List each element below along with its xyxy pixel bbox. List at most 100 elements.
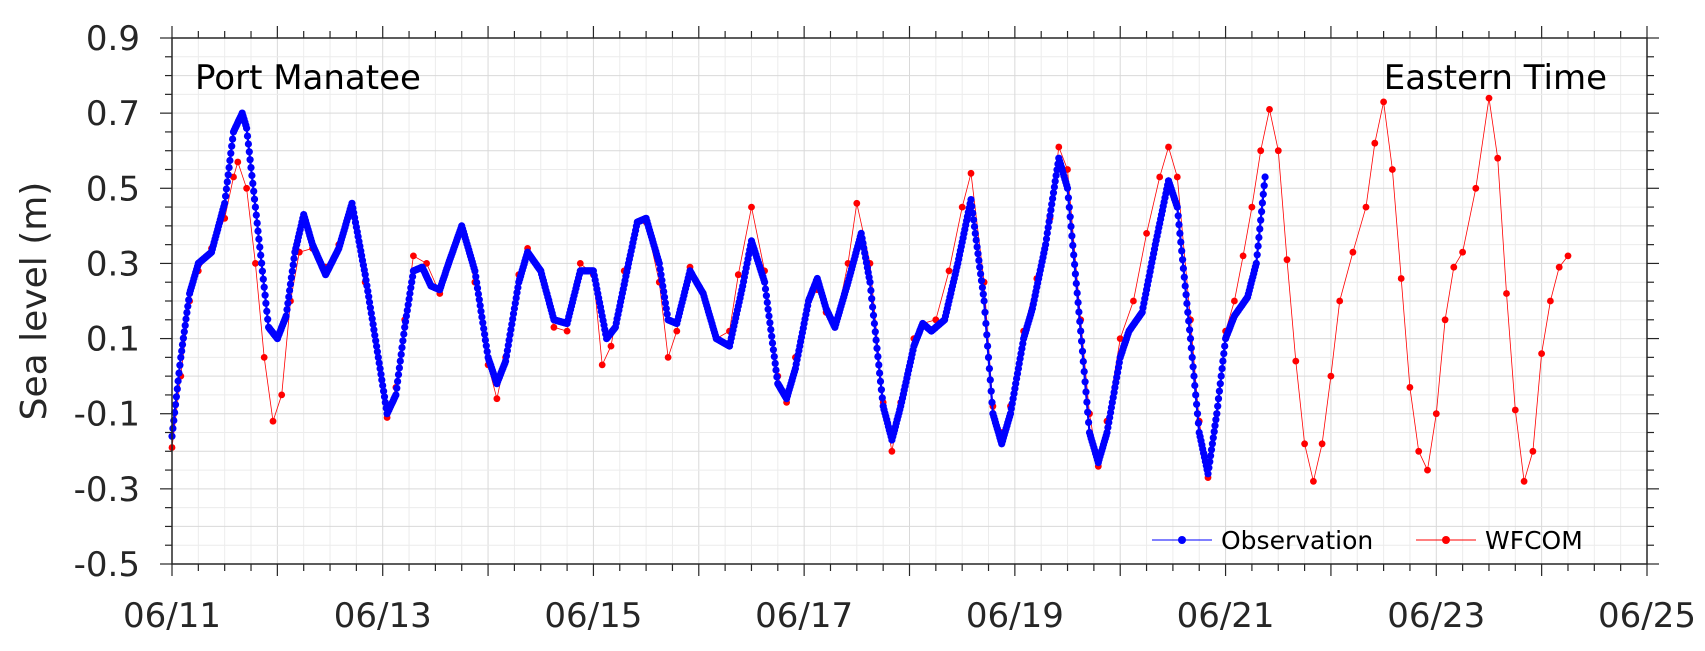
- wfcom-point: [598, 361, 606, 369]
- wfcom-point: [1485, 94, 1493, 102]
- wfcom-point: [1503, 290, 1510, 297]
- wfcom-point: [563, 327, 571, 335]
- observation-point: [399, 337, 407, 345]
- observation-point: [1215, 387, 1223, 395]
- observation-point: [1214, 395, 1223, 403]
- observation-point: [361, 271, 369, 279]
- observation-point: [178, 341, 187, 349]
- observation-point: [766, 319, 774, 327]
- observation-point: [290, 254, 298, 263]
- wfcom-point: [1406, 384, 1414, 391]
- observation-point: [477, 307, 485, 315]
- observation-point: [1252, 259, 1260, 267]
- observation-point: [254, 227, 262, 235]
- observation-point: [1075, 308, 1083, 316]
- wfcom-point: [1380, 98, 1387, 106]
- observation-point: [364, 287, 372, 295]
- x-tick-label: 06/23: [1387, 596, 1485, 636]
- observation-point: [1045, 218, 1053, 226]
- observation-point: [765, 312, 773, 320]
- wfcom-point: [1239, 252, 1247, 260]
- observation-point: [1181, 282, 1189, 290]
- observation-point: [474, 290, 482, 298]
- observation-point: [985, 365, 994, 373]
- observation-point: [658, 276, 666, 284]
- observation-point: [511, 299, 519, 307]
- observation-point: [970, 223, 979, 231]
- observation-point: [772, 366, 780, 374]
- observation-point: [395, 364, 403, 372]
- wfcom-point: [748, 203, 755, 211]
- observation-point: [1082, 388, 1090, 396]
- observation-point: [176, 361, 184, 369]
- x-tick-label: 06/25: [1598, 596, 1696, 636]
- observation-point: [877, 386, 886, 394]
- y-tick-label: -0.5: [74, 545, 140, 585]
- observation-point: [248, 171, 256, 180]
- observation-point: [1068, 232, 1076, 240]
- x-tick-label: 06/11: [123, 596, 221, 636]
- wfcom-point: [1397, 275, 1405, 282]
- observation-point: [1175, 221, 1183, 229]
- observation-point: [370, 326, 378, 334]
- observation-point: [978, 283, 987, 292]
- observation-point: [1193, 400, 1201, 408]
- observation-point: [984, 342, 992, 350]
- observation-point: [262, 299, 270, 307]
- observation-point: [656, 265, 664, 273]
- observation-point: [367, 309, 375, 317]
- observation-point: [288, 267, 296, 275]
- observation-point: [1187, 344, 1195, 352]
- observation-point: [1207, 452, 1215, 460]
- observation-point: [373, 348, 381, 356]
- observation-point: [770, 353, 778, 361]
- observation-point: [223, 178, 231, 186]
- observation-point: [249, 179, 257, 187]
- observation-point: [396, 357, 404, 365]
- series-layer: [168, 94, 1572, 485]
- observation-point: [502, 352, 511, 360]
- observation-point: [1258, 199, 1266, 207]
- wfcom-point: [1459, 248, 1466, 256]
- observation-point: [1185, 317, 1193, 325]
- observation-point: [258, 267, 266, 275]
- observation-point: [1078, 337, 1086, 345]
- wfcom-point: [1283, 256, 1291, 264]
- observation-point: [1081, 378, 1089, 386]
- observation-point: [871, 328, 879, 336]
- observation-point: [174, 377, 182, 385]
- observation-point: [286, 280, 295, 288]
- wfcom-point: [1362, 203, 1370, 211]
- observation-point: [250, 195, 259, 203]
- observation-point: [659, 282, 667, 290]
- observation-point: [408, 278, 416, 286]
- observation-point: [1084, 408, 1092, 416]
- observation-point: [1210, 428, 1218, 436]
- tick-labels: 06/11 06/13 06/15 06/17 06/19 06/21 06/23 06/25…: [74, 19, 1696, 636]
- legend: Observation WFCOM: [1152, 526, 1583, 555]
- observation-point: [1207, 446, 1216, 454]
- wfcom-point: [269, 417, 277, 425]
- observation-point: [243, 124, 251, 132]
- observation-point: [246, 156, 254, 164]
- observation-point: [376, 365, 384, 373]
- wfcom-point: [1349, 248, 1357, 256]
- wfcom-point: [967, 169, 975, 177]
- observation-point: [244, 140, 252, 148]
- wfcom-point: [1564, 252, 1572, 260]
- observation-point: [178, 347, 186, 355]
- wfcom-point: [260, 354, 268, 361]
- observation-point: [482, 342, 490, 350]
- observation-point: [662, 304, 670, 313]
- observation-point: [253, 219, 261, 227]
- observation-point: [969, 209, 977, 217]
- observation-point: [1257, 216, 1265, 224]
- observation-point: [177, 353, 185, 361]
- observation-point: [968, 202, 976, 210]
- wfcom-point: [1130, 297, 1137, 305]
- wfcom-point: [278, 391, 286, 399]
- wfcom-point: [1310, 477, 1317, 485]
- observation-point: [976, 263, 984, 271]
- wfcom-point: [1301, 440, 1308, 448]
- observation-point: [365, 293, 373, 301]
